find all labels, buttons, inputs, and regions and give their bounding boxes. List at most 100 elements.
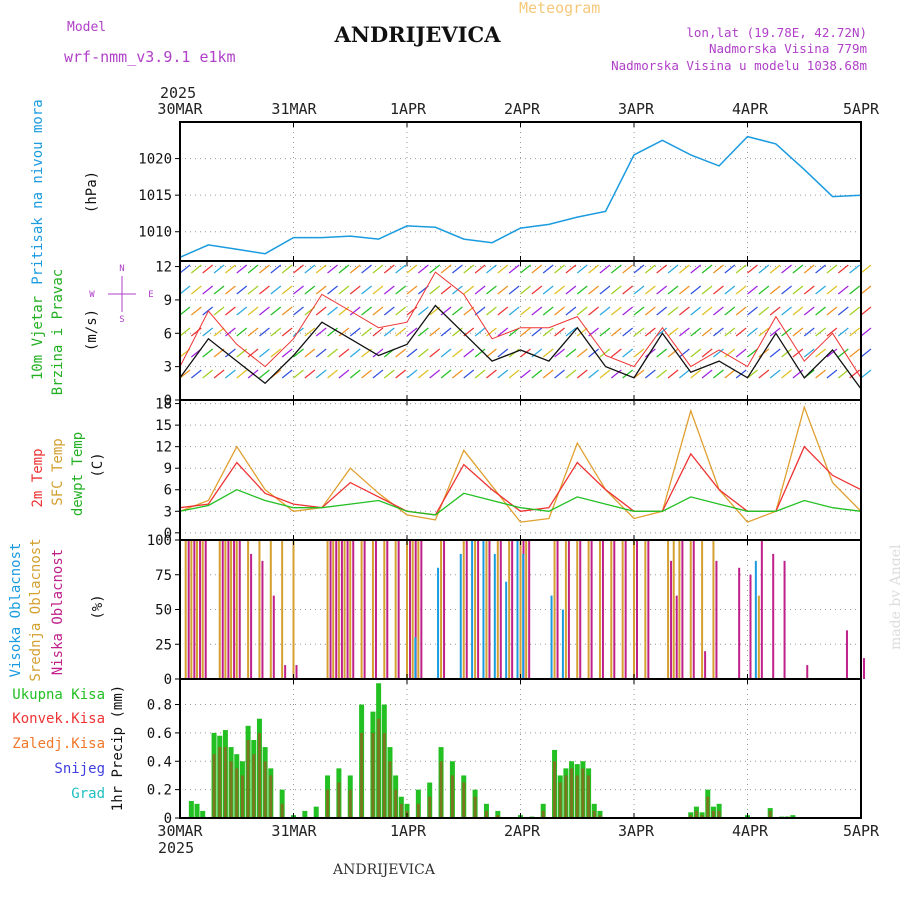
cloud-bar [394,540,397,679]
wind-barb [349,285,361,295]
wind-barb [361,285,372,295]
wind-barb [679,327,690,337]
wind-barb [747,348,758,358]
wind-barb [259,285,270,295]
wind-barb [542,264,554,274]
wind-barb [610,264,622,274]
cloud-bar [383,540,386,679]
wind-barb [849,327,861,337]
cloud-bar [598,540,601,679]
wind-barb [236,348,248,358]
x-tick-top: 1APR [390,100,427,118]
precip-total-bar [415,789,421,818]
wind-barb [474,285,486,295]
wind-barb [531,369,543,379]
wind-barb [542,327,554,337]
wind-barb [361,369,372,379]
cloud-bar [196,540,199,679]
temp-label-1: 2m Temp [30,448,46,507]
wind-barb [826,369,838,379]
wind-barb [395,306,407,316]
precip-conv-bar [388,761,392,818]
wind-barb [293,348,304,358]
cloud-bar [190,540,193,679]
wind-barb [860,327,872,337]
precip-conv-bar [581,768,585,818]
y-tick-label: 0.6 [147,726,172,742]
precip-conv-bar [553,761,557,818]
wind-barb [849,348,861,358]
cloud-bar [704,651,707,679]
wind-barb [440,369,452,379]
cloud-bar [845,630,848,679]
wind-barb [293,369,304,379]
wind-barb [304,369,316,379]
cloud-bar [349,540,352,679]
wind-barb [213,306,225,316]
wind-barb [599,306,611,316]
compass-w: W [89,290,95,300]
precip-conv-bar [694,810,698,818]
wind-barb [622,348,634,358]
wind-barb [735,327,747,337]
precip-conv-bar [462,782,466,818]
x-tick-bottom: 1APR [390,822,427,840]
wind-barb [281,327,293,337]
precip-conv-bar [592,810,596,818]
wind-barb [713,306,724,316]
cloud-bar [221,540,224,679]
cloud-bar [783,560,786,679]
wind-barb [236,285,248,295]
wind-barb [247,306,259,316]
y-tick-label: 0 [164,526,172,542]
wind-barb [281,306,293,316]
wind-barb [849,264,861,274]
wind-barb [372,369,384,379]
wind-barb [554,264,565,274]
x-tick-bottom: 3APR [618,822,655,840]
wind-barb [361,306,372,316]
wind-barb [747,369,758,379]
wind-barb [815,348,826,358]
wind-barb [724,285,736,295]
wind-barb [293,285,304,295]
cloud-bar [610,540,613,679]
precip-legend-conv: Konvek.Kisa [12,711,105,727]
cloud-bar [346,540,349,679]
precip-conv-bar [575,775,579,818]
wind-barb [315,348,327,358]
wind-barb [622,264,634,274]
cloud-label-3: Niska Oblacnost [50,549,66,675]
wind-barb [429,285,441,295]
cloud-bar [326,540,329,679]
cloud-bar [590,540,593,679]
wind-barb [735,285,747,295]
cloud-bar [576,540,579,679]
wind-barb [849,306,861,316]
wind-barb [781,327,792,337]
wind-barb [304,327,316,337]
wind-barb [769,327,781,337]
wind-barb [803,264,815,274]
wind-barb [225,285,236,295]
cloud-bar [488,540,491,679]
precip-legend-total: Ukupna Kisa [12,687,105,703]
wind-barb [644,306,656,316]
wind-barb [576,264,588,274]
wind-barb [769,306,781,316]
cloud-bar [471,540,474,679]
wind-barb [327,348,338,358]
wind-barb [554,327,565,337]
wind-barb [417,369,429,379]
precip-conv-bar [218,747,222,818]
y-tick-label: 1015 [138,188,172,204]
cloud-bar [675,595,678,679]
wind-barb [588,285,599,295]
cloud-bar [644,540,647,679]
wind-barb [497,306,509,316]
wind-barb [769,348,781,358]
wind-barb [747,327,758,337]
wind-barb [293,306,304,316]
wind-barb [190,327,202,337]
